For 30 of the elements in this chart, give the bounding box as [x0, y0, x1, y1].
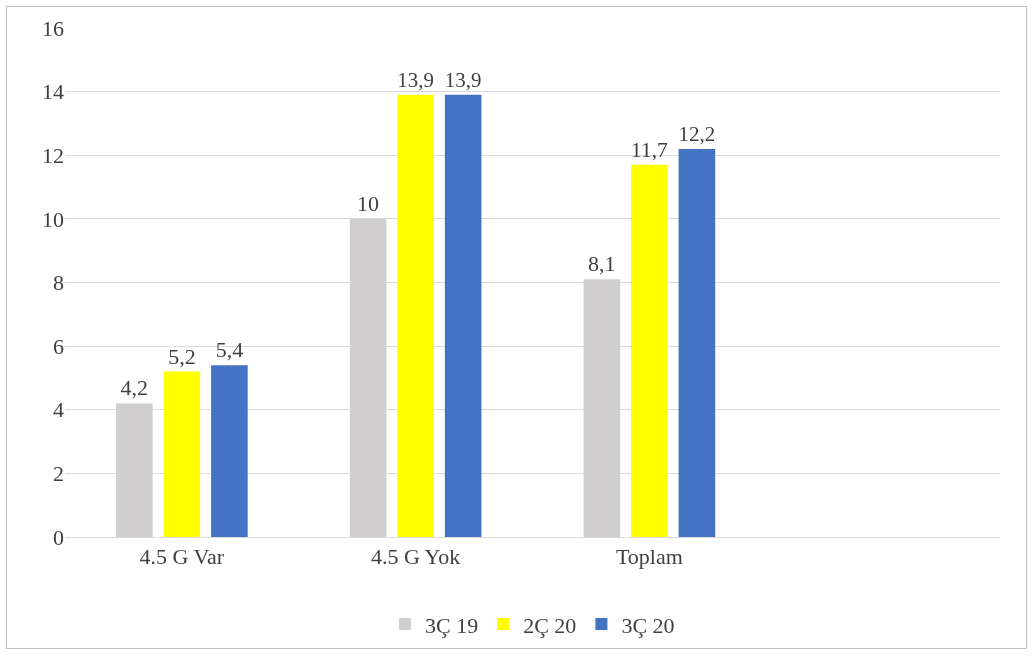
y-tick-label: 2 [53, 461, 64, 487]
bar [397, 94, 434, 537]
y-tick-label: 14 [42, 79, 64, 105]
data-label: 11,7 [631, 137, 668, 162]
y-tick-label: 4 [53, 397, 64, 423]
y-tick-label: 0 [53, 524, 64, 550]
bar [163, 371, 201, 537]
data-label: 5,4 [215, 337, 244, 363]
x-tick-label: Toplam [615, 544, 683, 570]
bar [631, 164, 668, 537]
data-label: 5,2 [168, 343, 196, 369]
y-tick-label: 8 [53, 270, 64, 296]
legend-label: 2Ç 20 [523, 612, 577, 638]
x-tick-label: 4.5 G Var [139, 544, 225, 570]
y-tick-label: 12 [42, 142, 64, 168]
x-tick-label: 4.5 G Yok [371, 544, 461, 570]
data-label: 12,2 [678, 122, 716, 147]
bar [678, 148, 716, 537]
y-tick-label: 6 [53, 333, 64, 359]
y-tick-label: 16 [42, 15, 64, 41]
data-label: 8,1 [588, 251, 616, 277]
data-label: 10 [357, 190, 380, 216]
data-label: 4,2 [120, 375, 149, 401]
bar [211, 365, 248, 537]
data-label: 13,9 [444, 68, 482, 93]
y-tick-label: 10 [42, 206, 64, 232]
data-label: 13,9 [397, 68, 434, 93]
legend-label: 3Ç 20 [621, 612, 675, 638]
bar [444, 94, 482, 537]
legend-label: 3Ç 19 [425, 612, 479, 638]
